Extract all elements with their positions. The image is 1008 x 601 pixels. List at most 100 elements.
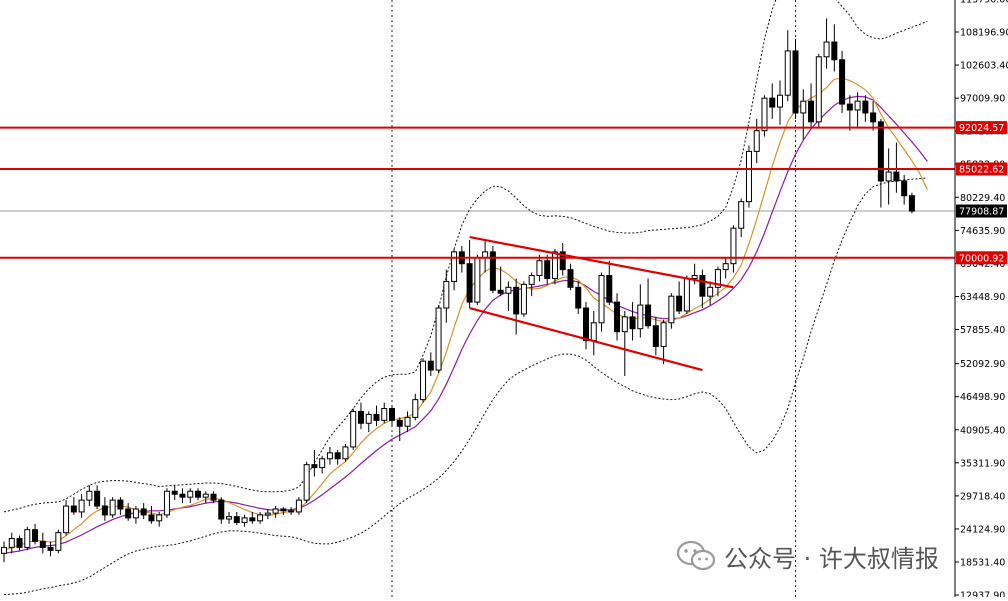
candle	[210, 491, 217, 504]
candle-body-bearish	[47, 546, 54, 551]
candle	[528, 272, 535, 297]
candle-body-bullish	[319, 458, 326, 469]
candle	[109, 497, 116, 518]
candle-body-bullish	[202, 493, 209, 498]
candle-body-bullish	[8, 538, 15, 548]
candle	[908, 192, 915, 214]
candle-body-bullish	[823, 41, 830, 58]
candle	[567, 263, 574, 291]
candle-body-bearish	[117, 499, 124, 510]
candle-body-bearish	[901, 180, 908, 197]
candle	[885, 148, 892, 205]
candle	[823, 18, 830, 69]
candle	[722, 257, 729, 279]
candle	[629, 302, 636, 341]
candle	[78, 494, 85, 518]
candle	[187, 488, 194, 504]
candle-body-bullish	[303, 464, 310, 501]
candle	[319, 455, 326, 474]
price-level-label: 85022.62	[959, 164, 1004, 175]
candle	[769, 83, 776, 119]
candle	[606, 260, 613, 306]
candle-body-bearish	[288, 510, 295, 513]
candle	[295, 497, 302, 515]
candle	[784, 30, 791, 102]
candle	[831, 24, 838, 72]
candle-body-bearish	[16, 538, 23, 548]
candle-body-bearish	[645, 304, 652, 327]
candle-body-bullish	[63, 505, 70, 534]
candle	[334, 449, 341, 465]
candle	[272, 506, 279, 518]
price-axis-label: 63448.90	[960, 292, 1005, 303]
candle	[16, 535, 23, 551]
candle-body-bullish	[745, 150, 752, 203]
candle	[381, 402, 388, 424]
candle-body-bullish	[132, 508, 139, 519]
candle-body-bullish	[404, 416, 411, 427]
candle-body-bearish	[808, 100, 815, 123]
candle	[326, 446, 333, 465]
candle	[505, 281, 512, 311]
candle	[862, 95, 869, 122]
candle	[466, 240, 473, 309]
candle	[683, 275, 690, 314]
price-axis-label: 46498.90	[960, 392, 1005, 403]
candle	[676, 281, 683, 314]
bollinger-lower-band	[3, 177, 928, 596]
candle	[870, 101, 877, 131]
candle-body-bullish	[660, 322, 667, 347]
candle	[753, 118, 760, 164]
price-axis-label: 113790.00	[960, 0, 1008, 5]
candle-body-bearish	[614, 301, 621, 333]
candle	[8, 532, 15, 554]
candle-body-bullish	[163, 490, 170, 516]
candle-body-bearish	[148, 514, 155, 522]
candle	[621, 310, 628, 376]
candle-body-bearish	[373, 413, 380, 421]
candle-body-bullish	[854, 100, 861, 111]
candle-body-bearish	[489, 251, 496, 291]
candle-body-bearish	[893, 171, 900, 182]
channel-trendline	[469, 306, 703, 372]
candle	[520, 281, 527, 317]
candle-body-bullish	[777, 94, 783, 108]
candle	[420, 358, 427, 403]
candle	[877, 118, 884, 208]
candle-body-bullish	[55, 532, 62, 551]
candle-body-bearish	[218, 499, 225, 520]
candle-body-bullish	[885, 171, 892, 182]
candle-body-bullish	[707, 286, 714, 297]
candle-body-bearish	[396, 419, 403, 427]
candle-body-bullish	[241, 517, 248, 524]
candle-body-bearish	[792, 50, 799, 114]
candle-body-bearish	[575, 286, 582, 309]
candle	[303, 461, 310, 504]
candle	[125, 503, 132, 521]
price-axis-label: 52092.90	[960, 359, 1005, 370]
candle-body-bullish	[272, 508, 279, 514]
candle-body-bullish	[598, 275, 605, 324]
price-axis-label: 12937.90	[960, 591, 1005, 597]
candle-body-bullish	[800, 100, 807, 114]
candle	[800, 89, 807, 140]
candle	[47, 541, 54, 557]
candle-body-bearish	[544, 260, 551, 279]
candle-body-bullish	[590, 322, 597, 342]
price-axis-label: 69042.40	[960, 259, 1005, 270]
candle-body-bullish	[412, 399, 419, 418]
price-axis-label: 35311.90	[960, 458, 1005, 469]
candle	[808, 83, 815, 128]
candle	[39, 532, 46, 554]
candle	[598, 272, 605, 332]
candle	[761, 95, 768, 137]
candle	[156, 511, 163, 527]
candle	[583, 302, 589, 350]
candle-body-bullish	[326, 452, 333, 460]
candle-body-bullish	[551, 251, 558, 279]
candle	[257, 511, 264, 524]
candle-body-bullish	[668, 295, 675, 324]
candle-body-bullish	[528, 275, 535, 285]
candle	[614, 293, 621, 341]
